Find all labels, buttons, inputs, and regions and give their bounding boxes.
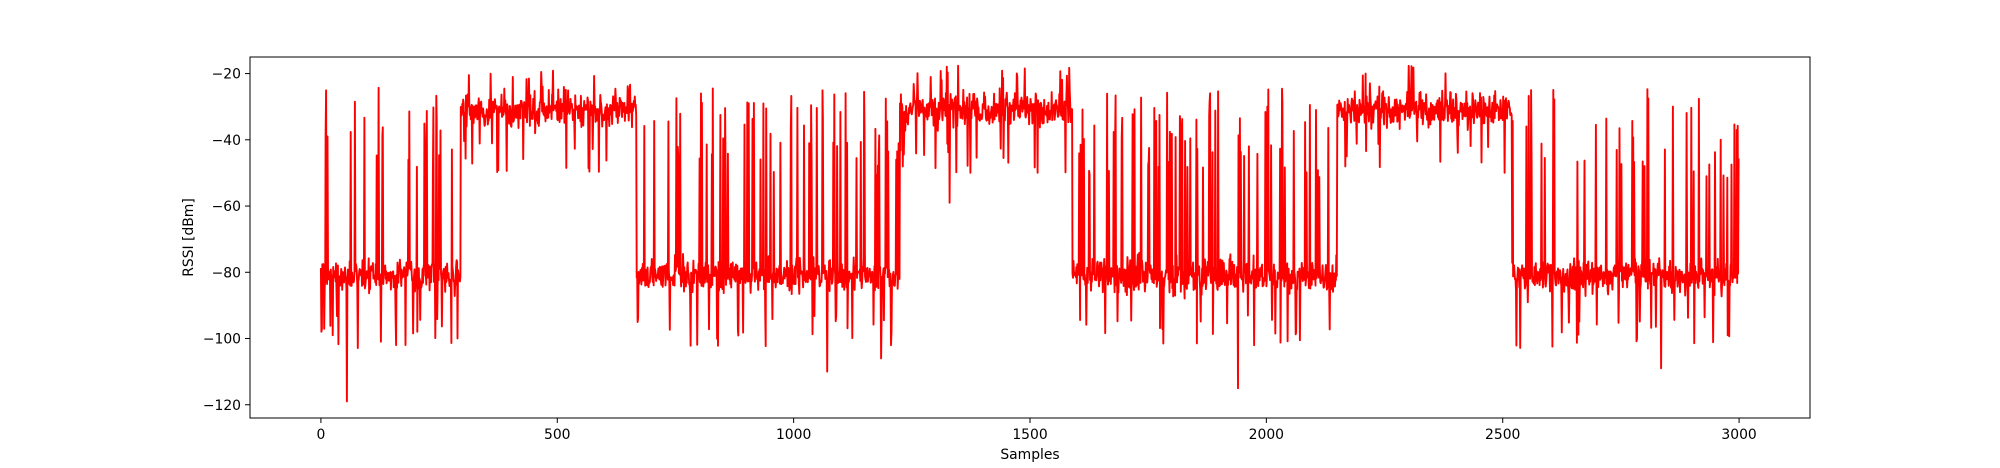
x-axis-ticks: 0 500 1000 1500 2000 2500 3000 xyxy=(316,418,1757,443)
y-tick-label: −80 xyxy=(212,265,241,281)
y-axis-ticks: −120 −100 −80 −60 −40 −20 xyxy=(203,67,250,414)
y-tick-label: −20 xyxy=(212,67,241,83)
x-axis-label: Samples xyxy=(1000,447,1059,463)
y-tick-label: −60 xyxy=(212,199,241,215)
series-layer xyxy=(319,64,1740,403)
x-tick-label: 2500 xyxy=(1485,427,1520,443)
x-tick-label: 500 xyxy=(544,427,571,443)
x-tick-label: 1500 xyxy=(1012,427,1047,443)
y-tick-label: −120 xyxy=(203,398,241,414)
series-line-0 xyxy=(319,64,1740,403)
x-tick-label: 0 xyxy=(316,427,325,443)
x-tick-label: 2000 xyxy=(1249,427,1284,443)
y-axis-label: RSSI [dBm] xyxy=(181,198,197,277)
x-tick-label: 1000 xyxy=(776,427,811,443)
y-tick-label: −40 xyxy=(212,133,241,149)
x-tick-label: 3000 xyxy=(1721,427,1756,443)
y-tick-label: −100 xyxy=(203,332,241,348)
